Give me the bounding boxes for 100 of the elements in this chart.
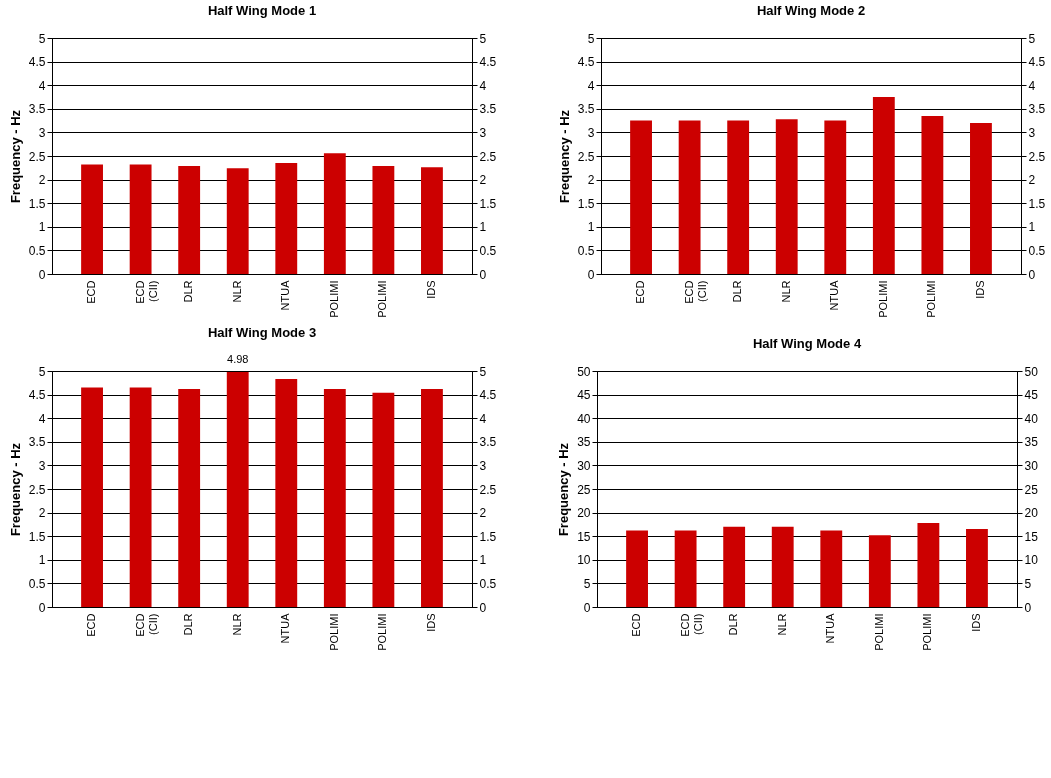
y-tick-label: 3 <box>587 125 595 140</box>
y2-tick-label: 1 <box>479 220 487 235</box>
y2-tick-label: 25 <box>1024 482 1039 497</box>
y-axis-title: Frequency - Hz <box>7 109 23 204</box>
y-tick-label: 4 <box>38 411 46 426</box>
y2-tick-label: 0 <box>479 600 487 615</box>
bar <box>421 388 443 607</box>
y-tick-label: 4 <box>587 78 595 93</box>
y-tick-label: 3.5 <box>28 435 46 450</box>
y2-tick-label: 2.5 <box>1028 149 1046 164</box>
y2-tick-label: 10 <box>1024 553 1039 568</box>
y-tick-label: 3.5 <box>577 102 595 117</box>
y-tick-label: 4.5 <box>28 388 46 403</box>
x-tick-label: POLIMI <box>921 613 934 651</box>
bar <box>727 120 750 274</box>
x-tick-label: ECD <box>634 280 647 304</box>
chart-title: Half Wing Mode 1 <box>207 3 317 18</box>
y2-tick-label: 2 <box>479 173 487 188</box>
chart-title: Half Wing Mode 4 <box>752 336 862 351</box>
bar <box>323 388 346 607</box>
y-axis-title: Frequency - Hz <box>556 442 572 537</box>
y2-tick-label: 2.5 <box>479 149 497 164</box>
y-tick-label: 1 <box>38 220 46 235</box>
y-tick-label: 2.5 <box>28 149 46 164</box>
y2-tick-label: 3 <box>1028 125 1036 140</box>
y2-tick-label: 3 <box>479 125 487 140</box>
y2-tick-label: 0.5 <box>479 576 497 591</box>
bar <box>872 97 895 274</box>
y2-tick-label: 3.5 <box>1028 102 1046 117</box>
bar <box>970 122 992 274</box>
x-tick-label: NLR <box>230 613 243 636</box>
y2-tick-label: 30 <box>1024 458 1039 473</box>
x-tick-label: ECD <box>630 613 643 637</box>
y-tick-label: 1 <box>587 220 595 235</box>
y-tick-label: 40 <box>577 411 591 426</box>
y2-tick-label: 35 <box>1024 435 1039 450</box>
x-tick-label: NTUA <box>279 612 292 644</box>
y2-tick-label: 3.5 <box>479 435 497 450</box>
bar <box>226 371 249 607</box>
y2-tick-label: 0.5 <box>479 243 497 258</box>
y-tick-label: 5 <box>38 31 46 46</box>
x-tick-label: IDS <box>973 280 986 299</box>
bar <box>81 164 103 274</box>
x-tick-label: NLR <box>775 613 788 636</box>
y2-tick-label: 2 <box>479 506 487 521</box>
bar <box>275 163 298 274</box>
y-tick-label: 5 <box>38 364 46 379</box>
y-tick-label: 4.5 <box>577 55 595 70</box>
y-tick-label: 1.5 <box>28 196 46 211</box>
y2-tick-label: 4 <box>479 411 487 426</box>
y-tick-label: 3 <box>38 125 46 140</box>
x-tick-label: IDS <box>424 280 437 299</box>
x-tick-label: DLR <box>727 613 740 636</box>
y-tick-label: 2.5 <box>577 149 595 164</box>
x-tick-label: NTUA <box>279 279 292 311</box>
y-tick-label: 20 <box>577 506 591 521</box>
x-tick-label: ECD (CII) <box>682 280 708 304</box>
bar <box>129 387 152 607</box>
y-tick-label: 1 <box>38 553 46 568</box>
y-tick-label: 4.5 <box>28 55 46 70</box>
x-tick-label: POLIMI <box>376 613 389 651</box>
y2-tick-label: 20 <box>1024 506 1039 521</box>
y-tick-label: 2 <box>587 173 595 188</box>
y-tick-label: 5 <box>587 31 595 46</box>
y2-tick-label: 50 <box>1024 364 1039 379</box>
chart-title: Half Wing Mode 3 <box>207 324 317 340</box>
x-tick-label: POLIMI <box>925 280 938 318</box>
y2-tick-label: 1.5 <box>479 196 497 211</box>
y2-tick-label: 1 <box>479 553 487 568</box>
y-tick-label: 3.5 <box>28 102 46 117</box>
bar <box>921 115 944 274</box>
y-axis-title: Frequency - Hz <box>7 442 23 537</box>
y-axis-title: Frequency - Hz <box>556 109 572 204</box>
y2-tick-label: 0 <box>1024 600 1032 615</box>
y-tick-label: 35 <box>577 435 591 450</box>
y-tick-label: 2 <box>38 173 46 188</box>
y-tick-label: 1.5 <box>28 529 46 544</box>
bar <box>678 120 701 274</box>
x-tick-label: POLIMI <box>876 280 889 318</box>
bar <box>129 164 152 274</box>
y-tick-label: 3 <box>38 458 46 473</box>
y-tick-label: 2 <box>38 506 46 521</box>
y2-tick-label: 3.5 <box>479 102 497 117</box>
y-tick-label: 0 <box>38 267 46 282</box>
y-tick-label: 0 <box>587 267 595 282</box>
y-tick-label: 30 <box>577 458 591 473</box>
x-tick-label: NLR <box>779 280 792 303</box>
y-tick-label: 1.5 <box>577 196 595 211</box>
x-tick-label: NTUA <box>828 279 841 311</box>
chart-title: Half Wing Mode 2 <box>756 3 866 18</box>
bar <box>421 167 443 274</box>
y2-tick-label: 5 <box>1028 31 1036 46</box>
y2-tick-label: 15 <box>1024 529 1039 544</box>
bar <box>178 165 201 274</box>
y-tick-label: 0.5 <box>577 243 595 258</box>
y2-tick-label: 0 <box>1028 267 1036 282</box>
y2-tick-label: 5 <box>1024 576 1032 591</box>
y-tick-label: 0.5 <box>28 243 46 258</box>
y2-tick-label: 3 <box>479 458 487 473</box>
x-tick-label: DLR <box>182 280 195 303</box>
